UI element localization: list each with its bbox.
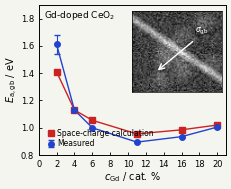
Text: Gd-doped CeO$_2$: Gd-doped CeO$_2$ (44, 9, 116, 22)
Space-charge calculation (180, 129, 183, 131)
Legend: Space-charge calculation, Measured: Space-charge calculation, Measured (44, 127, 156, 150)
Y-axis label: $E_\mathrm{a,gb}$ / eV: $E_\mathrm{a,gb}$ / eV (5, 57, 19, 103)
Space-charge calculation (216, 124, 219, 126)
Space-charge calculation (73, 109, 76, 111)
X-axis label: $c_\mathrm{Gd}$ / cat. %: $c_\mathrm{Gd}$ / cat. % (104, 170, 161, 184)
Space-charge calculation (136, 133, 138, 135)
Space-charge calculation (55, 71, 58, 73)
Space-charge calculation (91, 119, 94, 121)
Line: Space-charge calculation: Space-charge calculation (54, 69, 220, 137)
